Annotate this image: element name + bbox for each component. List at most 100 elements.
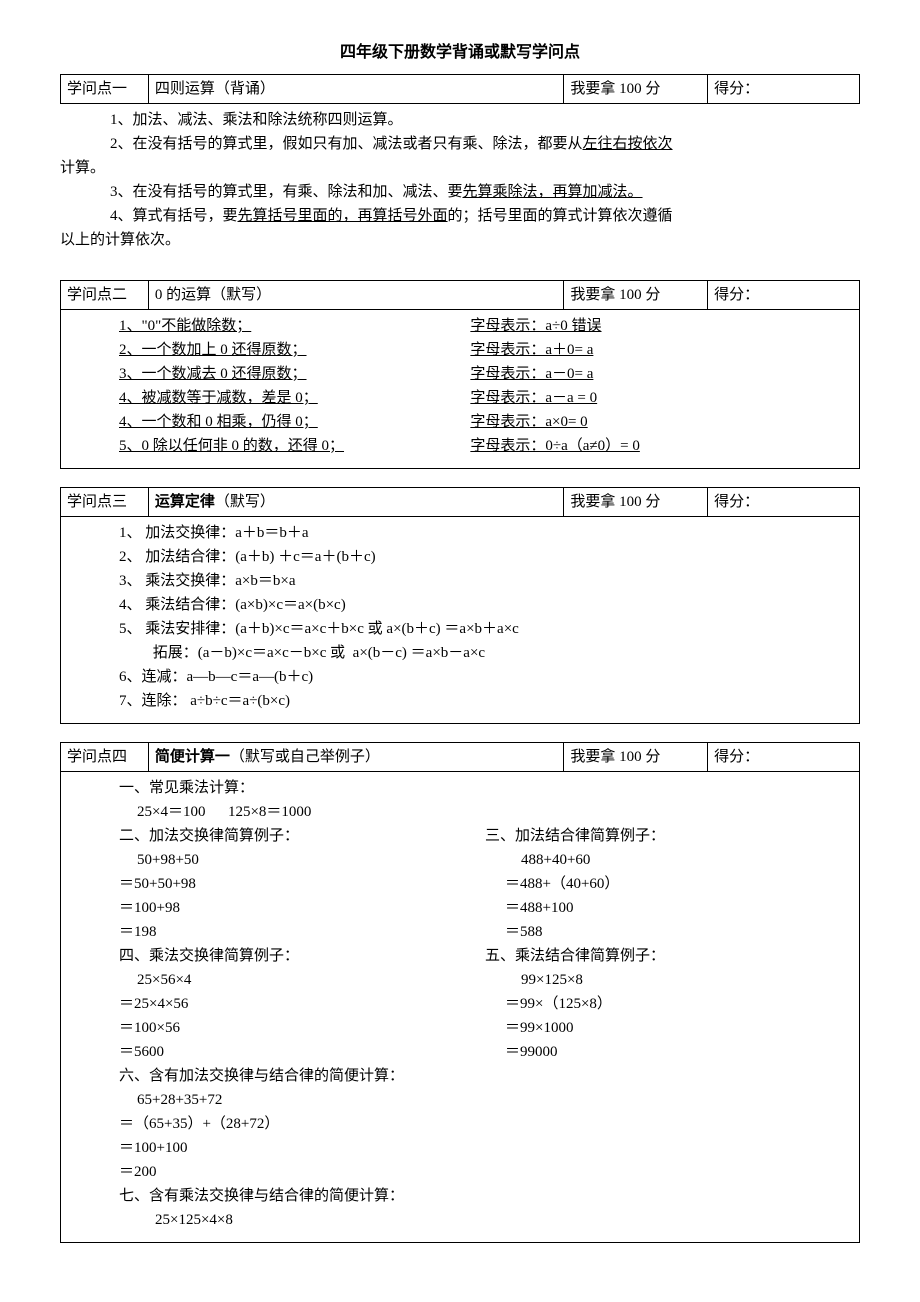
section-4-c5-1: ＝99×（125×8） [485,992,851,1016]
section-1-line4: 4、算式有括号，要先算括号里面的，再算括号外面的；括号里面的算式计算依次遵循 [60,204,860,228]
section-2-row-5-right: 字母表示：0÷a（a≠0）= 0 [470,434,851,458]
section-4-header: 学问点四 简便计算一（默写或自己举例子） 我要拿 100 分 得分： [60,742,860,772]
section-3-topic: 运算定律（默写） [148,487,563,516]
section-3-line-1: 2、 加法结合律：(a＋b) ＋c＝a＋(b＋c) [69,545,851,569]
section-2-row-2: 3、一个数减去 0 还得原数； 字母表示：a－0= a [69,362,851,386]
section-3-line-4: 5、 乘法安排律：(a＋b)×c＝a×c＋b×c 或 a×(b＋c) ＝a×b＋… [69,617,851,641]
section-4-score: 得分： [708,742,860,771]
section-1-label: 学问点一 [61,74,149,103]
section-1-line3b: 先算乘除法，再算加减法。 [463,184,643,200]
section-1-content: 1、加法、减法、乘法和除法统称四则运算。 2、在没有括号的算式里，假如只有加、减… [60,104,860,262]
section-4-c5-0: 99×125×8 [485,968,851,992]
section-3-line-0: 1、 加法交换律：a＋b＝b＋a [69,521,851,545]
section-4-l1: 一、常见乘法计算： [69,776,851,800]
section-1-line2a: 2、在没有括号的算式里，假如只有加、减法或者只有乘、除法，都要从 [110,136,583,152]
section-4-c23-0: 50+98+50 488+40+60 [69,848,851,872]
section-1-line4b: 先算括号里面的，再算括号外面 [238,208,448,224]
section-2-content: 1、"0"不能做除数； 字母表示：a÷0 错误 2、一个数加上 0 还得原数； … [60,310,860,469]
section-3-topic-rest: （默写） [215,494,275,510]
section-4-h4: 四、乘法交换律简算例子： [119,944,485,968]
section-4-c23-1: ＝50+50+98 ＝488+（40+60） [69,872,851,896]
section-2-row-0: 1、"0"不能做除数； 字母表示：a÷0 错误 [69,314,851,338]
section-2-row-4: 4、一个数和 0 相乘，仍得 0； 字母表示：a×0= 0 [69,410,851,434]
section-1-line4c: 的；括号里面的算式计算依次遵循 [448,208,673,224]
section-4-h7: 七、含有乘法交换律与结合律的简便计算： [69,1184,851,1208]
section-4-c2-2: ＝100+98 [119,896,485,920]
section-4-c45-2: ＝100×56 ＝99×1000 [69,1016,851,1040]
section-3-goal: 我要拿 100 分 [564,487,708,516]
section-1-header: 学问点一 四则运算（背诵） 我要拿 100 分 得分： [60,74,860,104]
section-3-line-3: 4、 乘法结合律：(a×b)×c＝a×(b×c) [69,593,851,617]
section-4-c23-2: ＝100+98 ＝488+100 [69,896,851,920]
section-4-topic-bold: 简便计算一 [155,749,230,765]
section-4-c3-1: ＝488+（40+60） [485,872,851,896]
section-2-label: 学问点二 [61,280,149,309]
section-2-topic: 0 的运算（默写） [148,280,563,309]
section-3-score: 得分： [708,487,860,516]
section-1-goal: 我要拿 100 分 [564,74,708,103]
section-1: 学问点一 四则运算（背诵） 我要拿 100 分 得分： 1、加法、减法、乘法和除… [60,74,860,262]
section-3: 学问点三 运算定律（默写） 我要拿 100 分 得分： 1、 加法交换律：a＋b… [60,487,860,724]
section-3-line-6: 6、连减：a—b—c＝a—(b＋c) [69,665,851,689]
section-4-goal: 我要拿 100 分 [564,742,708,771]
section-4-h3: 三、加法结合律简算例子： [485,824,851,848]
section-1-line3a: 3、在没有括号的算式里，有乘、除法和加、减法、要 [110,184,463,200]
section-2-row-2-left: 3、一个数减去 0 还得原数； [119,362,470,386]
section-1-line3: 3、在没有括号的算式里，有乘、除法和加、减法、要先算乘除法，再算加减法。 [60,180,860,204]
section-4-c45-3: ＝5600 ＝99000 [69,1040,851,1064]
section-4-c5-2: ＝99×1000 [485,1016,851,1040]
section-1-line2: 2、在没有括号的算式里，假如只有加、减法或者只有乘、除法，都要从左往右按依次 [60,132,860,156]
section-4-topic: 简便计算一（默写或自己举例子） [148,742,563,771]
section-4-c23-3: ＝198 ＝588 [69,920,851,944]
section-4-c3-2: ＝488+100 [485,896,851,920]
section-4-c45-1: ＝25×4×56 ＝99×（125×8） [69,992,851,1016]
section-3-label: 学问点三 [61,487,149,516]
section-4: 学问点四 简便计算一（默写或自己举例子） 我要拿 100 分 得分： 一、常见乘… [60,742,860,1243]
section-2: 学问点二 0 的运算（默写） 我要拿 100 分 得分： 1、"0"不能做除数；… [60,280,860,469]
section-1-line1: 1、加法、减法、乘法和除法统称四则运算。 [60,108,860,132]
section-4-c3-0: 488+40+60 [485,848,851,872]
section-2-row-4-right: 字母表示：a×0= 0 [470,410,851,434]
section-4-topic-rest: （默写或自己举例子） [230,749,380,765]
section-2-row-0-left: 1、"0"不能做除数； [119,314,470,338]
section-4-content: 一、常见乘法计算： 25×4＝100 125×8＝1000 二、加法交换律简算例… [60,772,860,1243]
section-3-header: 学问点三 运算定律（默写） 我要拿 100 分 得分： [60,487,860,517]
document-title: 四年级下册数学背诵或默写学问点 [60,40,860,66]
section-2-row-4-left: 4、一个数和 0 相乘，仍得 0； [119,410,470,434]
section-4-c6-1: ＝（65+35）+（28+72） [69,1112,851,1136]
section-4-c4-2: ＝100×56 [119,1016,485,1040]
section-1-line2b: 左往右按依次 [583,136,673,152]
section-2-goal: 我要拿 100 分 [564,280,708,309]
section-3-topic-bold: 运算定律 [155,494,215,510]
section-3-line-7: 7、连除： a÷b÷c＝a÷(b×c) [69,689,851,713]
section-2-row-1: 2、一个数加上 0 还得原数； 字母表示：a＋0= a [69,338,851,362]
section-4-label: 学问点四 [61,742,149,771]
section-4-c2-1: ＝50+50+98 [119,872,485,896]
section-1-line2-cont: 计算。 [60,156,860,180]
section-1-line4a: 4、算式有括号，要 [110,208,238,224]
section-4-c2-3: ＝198 [119,920,485,944]
section-4-h45: 四、乘法交换律简算例子： 五、乘法结合律简算例子： [69,944,851,968]
section-4-c6-3: ＝200 [69,1160,851,1184]
section-4-c6-2: ＝100+100 [69,1136,851,1160]
section-4-l1a: 25×4＝100 125×8＝1000 [69,800,851,824]
section-4-c4-0: 25×56×4 [119,968,485,992]
section-4-c4-3: ＝5600 [119,1040,485,1064]
section-4-c45-0: 25×56×4 99×125×8 [69,968,851,992]
section-2-row-0-right: 字母表示：a÷0 错误 [470,314,851,338]
section-4-h5: 五、乘法结合律简算例子： [485,944,851,968]
section-2-row-3: 4、被减数等于减数，差是 0； 字母表示：a－a = 0 [69,386,851,410]
section-3-line-2: 3、 乘法交换律：a×b＝b×a [69,569,851,593]
section-4-h23: 二、加法交换律简算例子： 三、加法结合律简算例子： [69,824,851,848]
section-3-line-5: 拓展：(a－b)×c＝a×c－b×c 或 a×(b－c) ＝a×b－a×c [69,641,851,665]
section-4-c2-0: 50+98+50 [119,848,485,872]
section-2-score: 得分： [708,280,860,309]
section-2-row-5-left: 5、0 除以任何非 0 的数，还得 0； [119,434,470,458]
section-2-row-5: 5、0 除以任何非 0 的数，还得 0； 字母表示：0÷a（a≠0）= 0 [69,434,851,458]
section-2-row-1-right: 字母表示：a＋0= a [470,338,851,362]
section-4-c3-3: ＝588 [485,920,851,944]
section-2-row-1-left: 2、一个数加上 0 还得原数； [119,338,470,362]
section-1-score: 得分： [708,74,860,103]
section-2-header: 学问点二 0 的运算（默写） 我要拿 100 分 得分： [60,280,860,310]
section-4-c7: 25×125×4×8 [69,1208,851,1232]
